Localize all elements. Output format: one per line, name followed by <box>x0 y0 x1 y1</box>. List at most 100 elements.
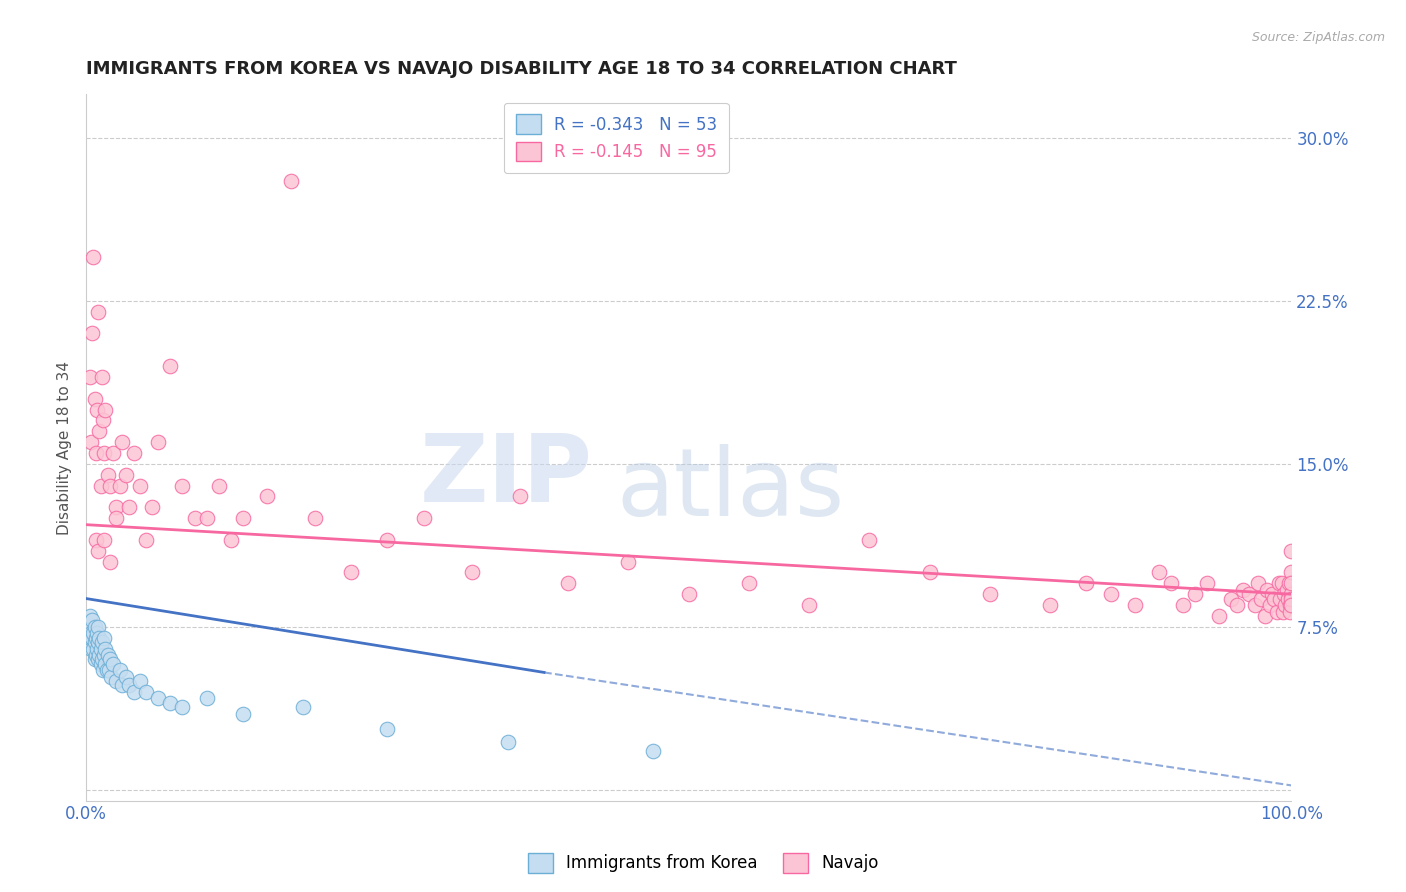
Point <box>1039 598 1062 612</box>
Point <box>84 648 107 662</box>
Point <box>208 478 231 492</box>
Point <box>89 631 111 645</box>
Point <box>124 446 146 460</box>
Point <box>918 566 941 580</box>
Point <box>115 670 138 684</box>
Point <box>101 446 124 460</box>
Point <box>129 478 152 492</box>
Point <box>858 533 880 547</box>
Point <box>377 722 399 736</box>
Point <box>1272 587 1295 601</box>
Point <box>1123 598 1146 612</box>
Point <box>87 652 110 666</box>
Point <box>183 511 205 525</box>
Point <box>77 620 100 634</box>
Point <box>377 533 399 547</box>
Point <box>461 566 484 580</box>
Text: ZIP: ZIP <box>419 430 592 522</box>
Point <box>79 370 101 384</box>
Point <box>1271 576 1294 591</box>
Point <box>738 576 761 591</box>
Point <box>82 641 104 656</box>
Point <box>1076 576 1098 591</box>
Point <box>90 635 112 649</box>
Point <box>1277 591 1299 606</box>
Point <box>115 467 138 482</box>
Point <box>1279 598 1302 612</box>
Point <box>101 657 124 671</box>
Point <box>83 635 105 649</box>
Point <box>105 674 128 689</box>
Point <box>105 500 128 515</box>
Point <box>1263 591 1285 606</box>
Point <box>678 587 700 601</box>
Point <box>1279 591 1302 606</box>
Point <box>799 598 821 612</box>
Point <box>96 663 118 677</box>
Point <box>79 608 101 623</box>
Point <box>111 678 134 692</box>
Point <box>1279 587 1302 601</box>
Point <box>84 631 107 645</box>
Point <box>159 696 181 710</box>
Point <box>124 685 146 699</box>
Point <box>412 511 434 525</box>
Text: IMMIGRANTS FROM KOREA VS NAVAJO DISABILITY AGE 18 TO 34 CORRELATION CHART: IMMIGRANTS FROM KOREA VS NAVAJO DISABILI… <box>86 60 957 78</box>
Point <box>82 326 104 341</box>
Point <box>82 251 104 265</box>
Point <box>100 670 122 684</box>
Text: atlas: atlas <box>616 444 845 536</box>
Point <box>148 691 170 706</box>
Point <box>172 700 194 714</box>
Point <box>80 435 103 450</box>
Point <box>195 691 218 706</box>
Point <box>1268 576 1291 591</box>
Point <box>90 478 112 492</box>
Point <box>979 587 1001 601</box>
Point <box>1254 608 1277 623</box>
Point <box>118 678 141 692</box>
Point <box>1208 608 1230 623</box>
Point <box>1261 587 1284 601</box>
Point <box>1246 576 1268 591</box>
Legend: Immigrants from Korea, Navajo: Immigrants from Korea, Navajo <box>522 847 884 880</box>
Point <box>93 648 115 662</box>
Point <box>256 490 278 504</box>
Point <box>148 435 170 450</box>
Point <box>94 657 117 671</box>
Point <box>80 641 103 656</box>
Point <box>1237 587 1260 601</box>
Point <box>79 635 101 649</box>
Point <box>1195 576 1218 591</box>
Point <box>1232 582 1254 597</box>
Point <box>1226 598 1249 612</box>
Point <box>84 533 107 547</box>
Point <box>1279 598 1302 612</box>
Point <box>232 511 254 525</box>
Point <box>105 511 128 525</box>
Point <box>82 626 104 640</box>
Point <box>159 359 181 373</box>
Point <box>90 641 112 656</box>
Point <box>1278 576 1301 591</box>
Point <box>304 511 326 525</box>
Point <box>1220 591 1243 606</box>
Point <box>93 631 115 645</box>
Point <box>1244 598 1267 612</box>
Point <box>90 657 112 671</box>
Point <box>94 402 117 417</box>
Point <box>1270 591 1292 606</box>
Point <box>1256 582 1278 597</box>
Point <box>557 576 579 591</box>
Point <box>97 467 120 482</box>
Point <box>496 735 519 749</box>
Point <box>1279 576 1302 591</box>
Point <box>98 663 121 677</box>
Legend: R = -0.343   N = 53, R = -0.145   N = 95: R = -0.343 N = 53, R = -0.145 N = 95 <box>503 103 728 173</box>
Point <box>340 566 363 580</box>
Point <box>1171 598 1194 612</box>
Point <box>135 533 157 547</box>
Point <box>195 511 218 525</box>
Point <box>1250 591 1272 606</box>
Point <box>1147 566 1170 580</box>
